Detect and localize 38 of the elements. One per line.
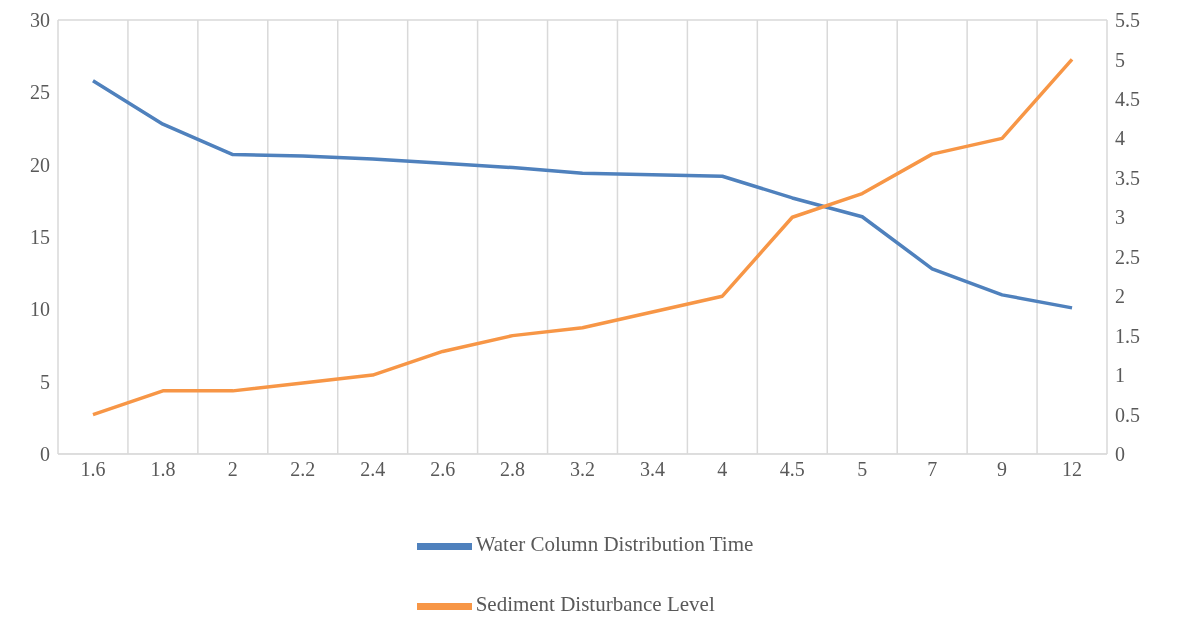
x-tick-label: 2: [227, 458, 238, 481]
x-tick-label: 2.6: [430, 458, 456, 481]
y2-tick-label: 4: [1115, 127, 1125, 150]
y-tick-label: 10: [30, 298, 50, 321]
y2-tick-label: 0.5: [1115, 403, 1140, 426]
y2-tick-label: 5.5: [1115, 9, 1140, 32]
y2-tick-label: 5: [1115, 48, 1125, 71]
line-series: [91, 79, 1074, 310]
x-tick-label: 2.2: [290, 458, 316, 481]
y2-tick-label: 2: [1115, 285, 1125, 308]
x-tick-label: 2.4: [360, 458, 386, 481]
y2-tick-label: 3.5: [1115, 166, 1140, 189]
x-tick-label: 4.5: [779, 458, 805, 481]
y-tick-label: 0: [40, 443, 50, 466]
y2-tick-label: 0: [1115, 443, 1125, 466]
x-tick-label: 9: [997, 458, 1008, 481]
legend-label: Water Column Distribution Time: [475, 532, 754, 556]
x-tick-label: 3.2: [570, 458, 595, 481]
x-tick-label: 1.6: [80, 458, 106, 481]
y-tick-label: 15: [30, 226, 50, 249]
x-tick-label: 4: [717, 458, 728, 481]
x-tick-label: 1.8: [150, 458, 176, 481]
y2-tick-label: 4.5: [1115, 88, 1140, 111]
y-tick-label: 25: [30, 81, 50, 104]
line-series: [91, 57, 1074, 417]
x-tick-label: 5: [857, 458, 868, 481]
y-tick-label: 5: [40, 370, 50, 393]
y-tick-label: 30: [30, 9, 50, 32]
y2-tick-label: 3: [1115, 206, 1125, 229]
y2-tick-label: 2.5: [1115, 245, 1140, 268]
y-tick-label: 20: [30, 153, 50, 176]
y2-tick-label: 1.5: [1115, 324, 1140, 347]
x-tick-label: 12: [1062, 458, 1083, 481]
x-tick-label: 7: [927, 458, 938, 481]
legend-label: Sediment Disturbance Level: [475, 592, 715, 616]
y2-tick-label: 1: [1115, 364, 1125, 387]
x-tick-label: 2.8: [500, 458, 526, 481]
x-tick-label: 3.4: [639, 458, 665, 481]
